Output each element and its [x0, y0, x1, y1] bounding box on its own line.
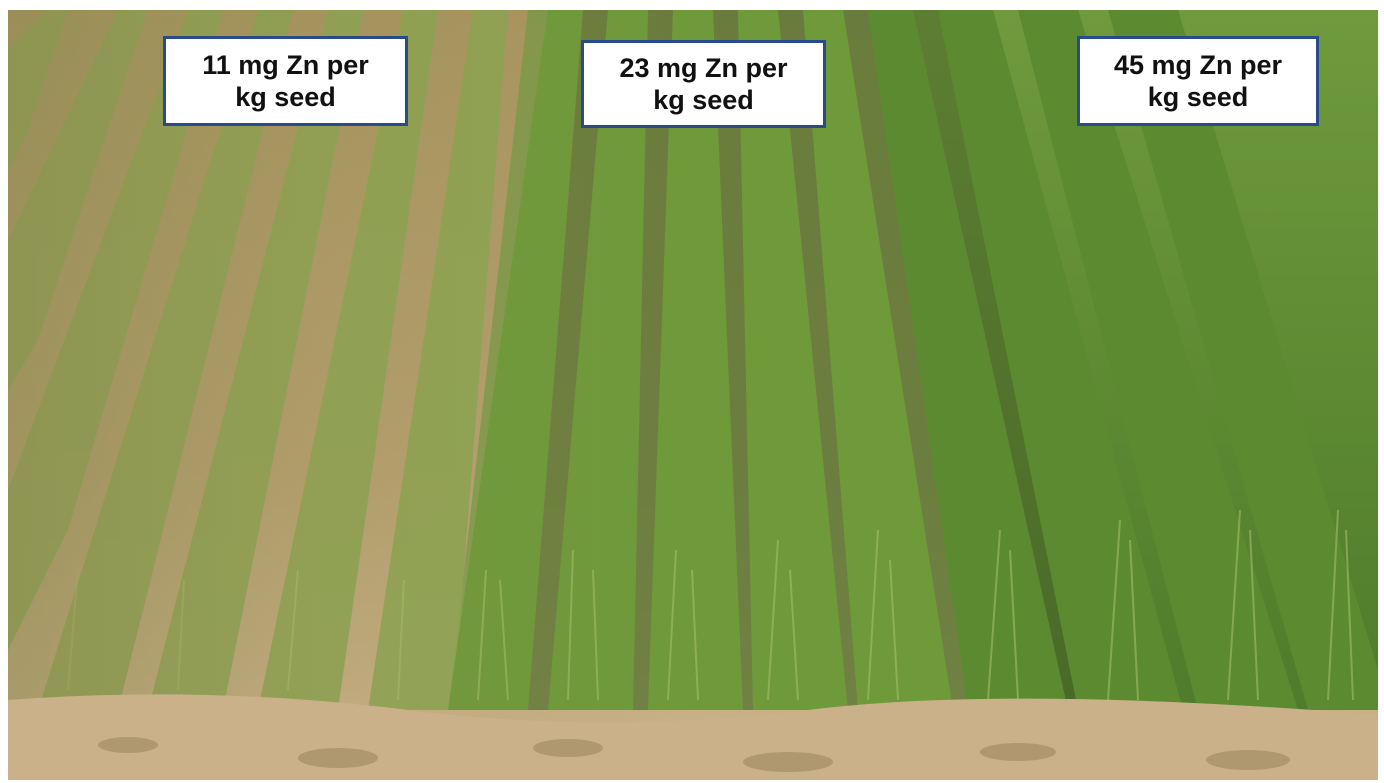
zn-label-low-text: 11 mg Zn per kg seed: [166, 49, 405, 113]
zn-label-low: 11 mg Zn per kg seed: [163, 36, 408, 126]
zn-label-medium-text: 23 mg Zn per kg seed: [584, 52, 823, 116]
zn-label-high-text: 45 mg Zn per kg seed: [1080, 49, 1316, 113]
zn-label-high: 45 mg Zn per kg seed: [1077, 36, 1319, 126]
zn-label-medium: 23 mg Zn per kg seed: [581, 40, 826, 128]
